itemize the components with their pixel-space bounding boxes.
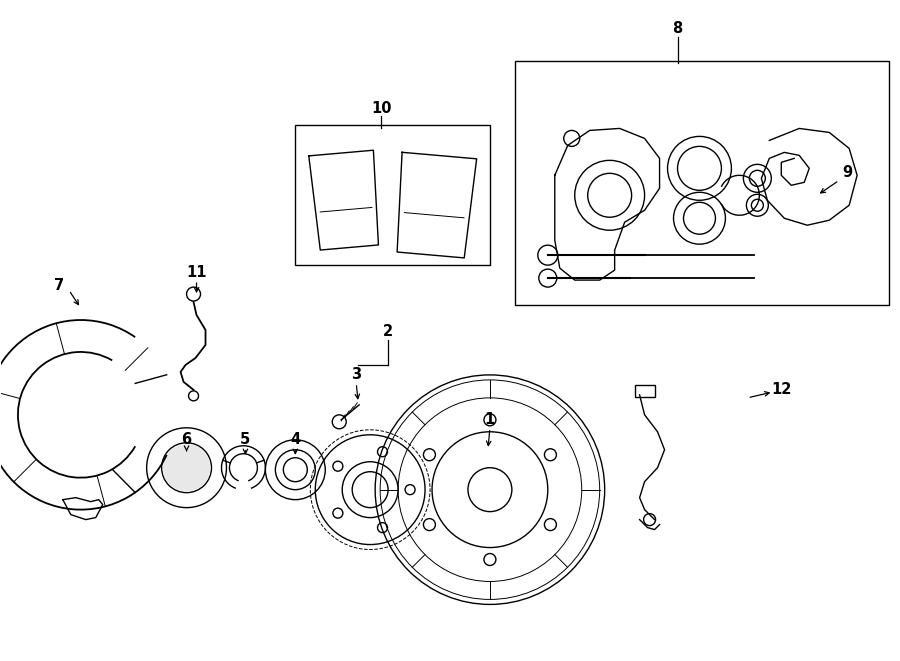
Text: 3: 3 bbox=[351, 368, 361, 383]
Circle shape bbox=[164, 445, 210, 490]
Text: 11: 11 bbox=[186, 264, 207, 280]
Text: 12: 12 bbox=[771, 382, 791, 397]
Text: 8: 8 bbox=[672, 21, 682, 36]
Bar bbox=[515, 61, 889, 305]
Text: 6: 6 bbox=[182, 432, 192, 447]
Text: 9: 9 bbox=[842, 165, 852, 180]
Bar bbox=[295, 126, 490, 265]
Text: 5: 5 bbox=[240, 432, 250, 447]
Text: 10: 10 bbox=[371, 101, 392, 116]
Bar bbox=[634, 385, 654, 397]
Text: 1: 1 bbox=[485, 412, 495, 427]
Text: 2: 2 bbox=[383, 325, 393, 340]
Text: 4: 4 bbox=[291, 432, 301, 447]
Text: 7: 7 bbox=[54, 278, 64, 293]
